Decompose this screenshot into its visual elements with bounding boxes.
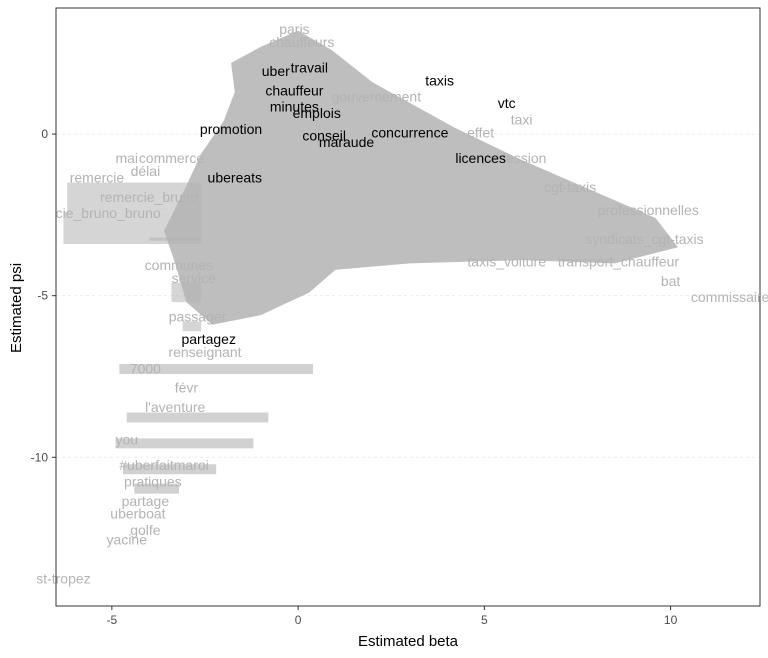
x-axis-ticks: -5 0 5 10 (107, 606, 678, 627)
highlighted-word-label: concurrence (371, 124, 448, 140)
background-word-label: passager (169, 309, 227, 325)
y-tick-label: -10 (31, 450, 49, 464)
background-word-label: #uberfaitmaroi (119, 457, 209, 473)
background-word-label: remercie_bruno (100, 189, 198, 205)
x-tick-label: -5 (107, 613, 118, 627)
background-word-label: délai (131, 163, 161, 179)
background-word-label: l'aventure (145, 399, 205, 415)
word-cloud-band (115, 438, 254, 449)
word-cloud-band (171, 282, 202, 303)
background-word-label: you (115, 431, 138, 447)
background-word-label: commissaire (691, 289, 768, 305)
highlighted-word-label: promotion (200, 121, 262, 137)
x-tick-label: 10 (664, 613, 678, 627)
highlighted-word-label: taxis (425, 73, 454, 89)
word-cloud-mass (164, 30, 679, 325)
highlighted-words: uber travail taxis vtc chauffeurminutesemplo… (181, 60, 515, 348)
background-word-label: taxi (511, 111, 533, 127)
background-word-label: profession (482, 150, 547, 166)
word-cloud-band (67, 182, 202, 212)
x-tick-label: 5 (481, 613, 488, 627)
background-word-label: paris (279, 21, 309, 37)
background-word-label: commerce (139, 150, 205, 166)
y-tick-label: 0 (41, 127, 48, 141)
background-word-label: remercie (70, 170, 125, 186)
background-word-label: mai (115, 150, 138, 166)
background-word-label: uberboat (110, 506, 165, 522)
background-word-label: taxis_voiture (467, 254, 546, 270)
word-cloud-band (126, 412, 269, 423)
x-axis-title: Estimated beta (358, 633, 459, 650)
background-word-label: partage (122, 493, 170, 509)
highlighted-word-label: uber (262, 63, 290, 79)
y-axis-ticks: 0 -5 -10 (31, 127, 56, 464)
highlighted-word-label: emplois (293, 105, 341, 121)
background-word-label: syndicats_cgt-taxis (585, 231, 703, 247)
background-word-label: bat (661, 273, 681, 289)
word-cloud-band (134, 483, 179, 494)
panel-border (55, 7, 761, 607)
x-tick-label: 0 (295, 613, 302, 627)
background-word-label: cgt-taxis (544, 179, 596, 195)
word-cloud-band (182, 321, 202, 332)
highlighted-word-label: ubereats (208, 170, 262, 186)
y-tick-label: -5 (37, 289, 48, 303)
highlighted-word-label: licences (455, 150, 506, 166)
background-word-label: golfe (130, 522, 161, 538)
highlighted-word-label: minutes (270, 98, 319, 114)
background-word-label: gouvernement (332, 89, 422, 105)
highlighted-word-label: maraude (319, 134, 374, 150)
highlighted-word-label: travail (291, 60, 328, 76)
word-cloud-background (63, 30, 679, 494)
background-word-label: st-tropez (36, 570, 90, 586)
background-word-label: pratiques (124, 473, 182, 489)
background-word-label: professionnelles (598, 202, 699, 218)
background-word-label: service (172, 270, 217, 286)
highlighted-word-label: conseil (302, 128, 346, 144)
background-word-label: communes (145, 257, 213, 273)
background-word-label: transport_chauffeur (558, 254, 679, 270)
word-cloud-band (123, 464, 217, 475)
highlighted-word-label: vtc (498, 95, 516, 111)
highlighted-word-label: chauffeur (265, 82, 323, 98)
background-word-label: yacine (107, 532, 148, 548)
background-word-label: févr (175, 380, 199, 396)
y-axis-title: Estimated psi (8, 263, 25, 353)
background-word-label: renseignant (168, 344, 241, 360)
highlighted-word-label: partagez (181, 331, 235, 347)
background-word-label: effet (467, 124, 494, 140)
word-cloud-band (119, 364, 314, 375)
background-word-label: cie_bruno_bruno (56, 205, 161, 221)
background-word-label: 7000 (130, 360, 161, 376)
word-cloud-band (149, 237, 202, 241)
background-word-label: chauffeurs (269, 34, 334, 50)
